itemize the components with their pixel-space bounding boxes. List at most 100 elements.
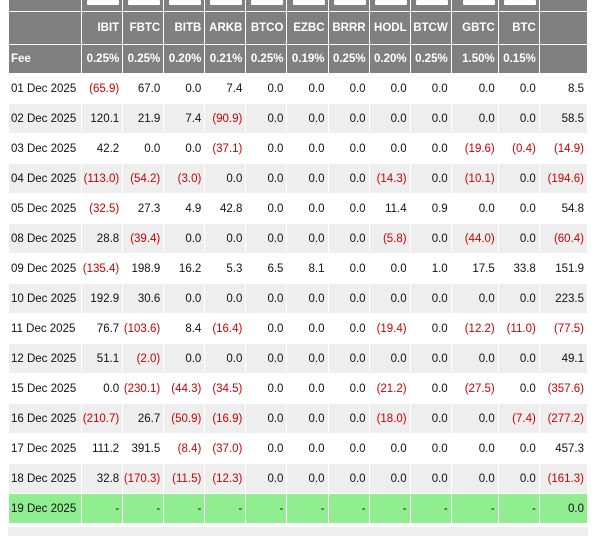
flow-cell: (135.4)	[81, 253, 124, 284]
flow-cell: (65.9)	[81, 73, 124, 104]
flow-cell: 0.0	[163, 223, 206, 254]
flow-cell: 30.6	[122, 283, 165, 314]
flow-cell: (170.3)	[122, 463, 165, 494]
flow-cell: 0.0	[327, 283, 370, 314]
flow-cell: 0.0	[368, 103, 411, 134]
flow-cell: 17.5	[450, 253, 499, 284]
flow-cell: 0.0	[245, 463, 288, 494]
flow-cell: 0.0	[163, 283, 206, 314]
fee-cell: 0.21%	[204, 44, 247, 74]
flow-cell: 0.0	[409, 73, 452, 104]
flow-cell: -	[163, 493, 206, 524]
date-cell: 10 Dec 2025	[7, 283, 83, 314]
flow-cell: 0.0	[327, 403, 370, 434]
flow-cell: 28.8	[81, 223, 124, 254]
table-row: 03 Dec 2025 42.2 0.0 0.0 (37.1) 0.0 0.0 0.0 0.0 0…	[7, 133, 589, 164]
table-row: 12 Dec 2025 51.1 (2.0) 0.0 0.0 0.0 0.0 0.0 0.0 0.…	[7, 343, 589, 374]
flow-cell: (21.2)	[368, 373, 411, 404]
flow-cell: 0.0	[286, 313, 329, 344]
flow-cell: (230.1)	[122, 373, 165, 404]
fee-cell: 0.25%	[409, 44, 452, 74]
flow-cell: 0.0	[368, 433, 411, 464]
flow-cell: 0.0	[286, 403, 329, 434]
flow-cell: 4.9	[163, 193, 206, 224]
flow-cell: 0.0	[497, 283, 540, 314]
flow-cell: 0.0	[497, 343, 540, 374]
fee-cell: 0.15%	[497, 44, 540, 74]
ticker-header: BTCW	[409, 11, 452, 45]
table-row: 18 Dec 2025 32.8 (170.3) (11.5) (12.3) 0.0 0.0…	[7, 463, 589, 494]
flow-cell: 0.0	[450, 283, 499, 314]
flow-cell: 0.0	[286, 283, 329, 314]
total-cell: (77.5)	[538, 313, 589, 344]
flow-cell: 0.0	[497, 433, 540, 464]
flow-cell: 0.0	[204, 223, 247, 254]
flow-cell: (44.0)	[450, 223, 499, 254]
fund-logo-icon	[251, 0, 284, 5]
ticker-header: IBIT	[81, 11, 124, 45]
flow-cell: -	[497, 493, 540, 524]
table-row: 04 Dec 2025 (113.0) (54.2) (3.0) 0.0 0.0 0.0 0.…	[7, 163, 589, 194]
date-cell: 12 Dec 2025	[7, 343, 83, 374]
fund-logo-cell	[245, 0, 288, 12]
flow-cell: -	[245, 493, 288, 524]
flow-cell: 0.0	[409, 133, 452, 164]
flow-cell: (44.3)	[163, 373, 206, 404]
flow-cell: 0.0	[409, 103, 452, 134]
date-cell: 16 Dec 2025	[7, 403, 83, 434]
total-cell: (277.2)	[538, 403, 589, 434]
fee-cell: 0.25%	[245, 44, 288, 74]
fee-cell: 0.20%	[368, 44, 411, 74]
flow-cell: 0.0	[497, 373, 540, 404]
flow-cell: 7.4	[204, 73, 247, 104]
ticker-header: BRRR	[327, 11, 370, 45]
flow-cell: 0.0	[245, 433, 288, 464]
total-cell: (60.4)	[538, 223, 589, 254]
fund-logo-cell	[450, 0, 499, 12]
flow-cell: -	[450, 493, 499, 524]
date-cell: 05 Dec 2025	[7, 193, 83, 224]
total-cell: 223.5	[538, 283, 589, 314]
flow-cell: 0.0	[497, 223, 540, 254]
flow-cell: (18.0)	[368, 403, 411, 434]
flow-cell: 0.0	[368, 73, 411, 104]
total-cell: (14.9)	[538, 133, 589, 164]
table-row: 15 Dec 2025 0.0 (230.1) (44.3) (34.5) 0.0 0.0 0…	[7, 373, 589, 404]
ticker-header: ARKB	[204, 11, 247, 45]
flow-cell: 0.0	[450, 343, 499, 374]
flow-cell: 42.2	[81, 133, 124, 164]
total-cell: 151.9	[538, 253, 589, 284]
flow-cell: (14.3)	[368, 163, 411, 194]
flow-cell: 33.8	[497, 253, 540, 284]
flow-cell: 0.0	[327, 103, 370, 134]
fund-logo-cell	[286, 0, 329, 12]
flow-cell: 0.0	[327, 163, 370, 194]
flow-cell: (32.5)	[81, 193, 124, 224]
flow-cell: 0.0	[497, 463, 540, 494]
date-cell: 19 Dec 2025	[7, 493, 83, 524]
flow-cell: 21.9	[122, 103, 165, 134]
table-row: 17 Dec 2025 111.2 391.5 (8.4) (37.0) 0.0 0.0 0.…	[7, 433, 589, 464]
flow-cell: 0.0	[327, 313, 370, 344]
flow-cell: (12.2)	[450, 313, 499, 344]
ticker-header	[538, 11, 589, 45]
ticker-header: GBTC	[450, 11, 499, 45]
flow-cell: 0.0	[245, 133, 288, 164]
fund-logo-cell	[497, 0, 540, 12]
flow-cell: 0.0	[245, 313, 288, 344]
ticker-corner-cell	[7, 11, 83, 45]
fee-cell: 0.25%	[327, 44, 370, 74]
table-row: 10 Dec 2025 192.9 30.6 0.0 0.0 0.0 0.0 0.0 0.0 0.…	[7, 283, 589, 314]
flow-cell: (8.4)	[163, 433, 206, 464]
date-cell: 18 Dec 2025	[7, 463, 83, 494]
table-row: 08 Dec 2025 28.8 (39.4) 0.0 0.0 0.0 0.0 0.0 (5.8…	[7, 223, 589, 254]
flow-cell: (37.1)	[204, 133, 247, 164]
flow-cell: 0.0	[286, 163, 329, 194]
date-cell: 11 Dec 2025	[7, 313, 83, 344]
flow-cell: 0.0	[286, 223, 329, 254]
flow-cell: (0.4)	[497, 133, 540, 164]
date-cell: 01 Dec 2025	[7, 73, 83, 104]
flow-cell: 0.0	[368, 463, 411, 494]
fund-logo-icon	[462, 0, 495, 5]
flow-cell: 0.0	[409, 373, 452, 404]
